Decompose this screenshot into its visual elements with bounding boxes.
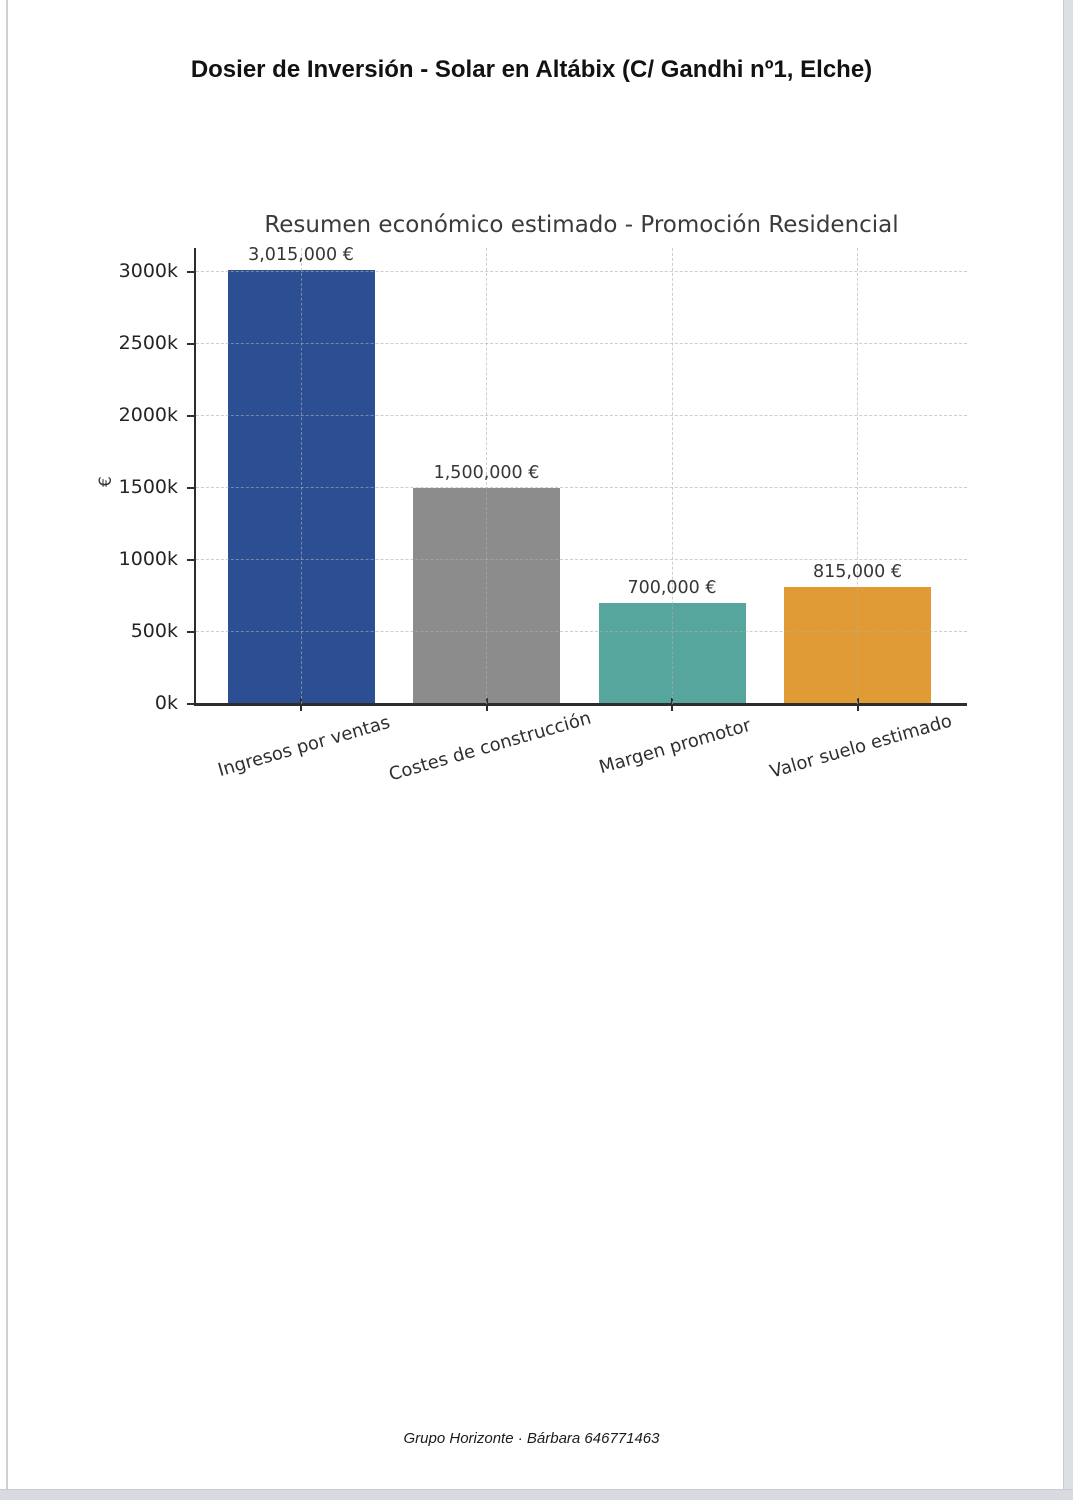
grid-line-vertical — [300, 248, 302, 704]
grid-line-vertical — [671, 248, 673, 704]
grid-line-vertical — [857, 248, 858, 704]
y-axis-tick-label: 500k — [130, 619, 178, 642]
y-axis-tick-label: 2000k — [118, 403, 178, 426]
grid-line-horizontal — [196, 631, 967, 633]
y-axis-spine — [194, 248, 196, 706]
y-axis-tick — [187, 342, 196, 345]
page-footer: Grupo Horizonte · Bárbara 646771463 — [403, 1430, 660, 1447]
y-axis-tick-label: 1500k — [118, 475, 178, 498]
page-left-edge — [6, 0, 8, 1489]
y-axis-tick-label: 0k — [154, 692, 178, 714]
y-axis-tick — [187, 630, 196, 633]
x-axis-category-label: Valor suelo estimado — [767, 710, 954, 783]
y-axis-tick-label: 2500k — [118, 331, 178, 354]
x-axis-category-label: Margen promotor — [596, 714, 754, 779]
chart-title: Resumen económico estimado - Promoción R… — [264, 212, 899, 238]
page-bottom-edge — [0, 1489, 1073, 1500]
grid-line-horizontal — [196, 559, 967, 561]
bar-value-label: 1,500,000 € — [433, 462, 540, 483]
x-axis-category-label: Ingresos por ventas — [215, 711, 393, 782]
page-right-edge — [1063, 0, 1073, 1500]
grid-line-horizontal — [196, 487, 967, 489]
grid-line-horizontal — [196, 343, 967, 345]
y-axis-tick — [187, 414, 196, 417]
y-axis-tick — [187, 703, 196, 705]
y-axis-tick — [187, 486, 196, 489]
bar-value-label: 700,000 € — [627, 578, 717, 599]
bar-value-label: 815,000 € — [812, 561, 903, 582]
x-axis-spine — [194, 703, 967, 706]
document-title: Dosier de Inversión - Solar en Altábix (… — [190, 56, 873, 83]
y-axis-tick — [187, 558, 196, 561]
grid-line-horizontal — [196, 415, 967, 417]
y-axis-tick-label: 1000k — [118, 547, 178, 570]
grid-line-vertical — [486, 248, 487, 704]
y-axis-tick — [187, 270, 196, 273]
bar-value-label: 3,015,000 € — [248, 244, 354, 265]
y-axis-tick-label: 3000k — [118, 259, 178, 282]
grid-line-horizontal — [196, 271, 967, 273]
x-axis-category-label: Costes de construcción — [386, 707, 593, 786]
